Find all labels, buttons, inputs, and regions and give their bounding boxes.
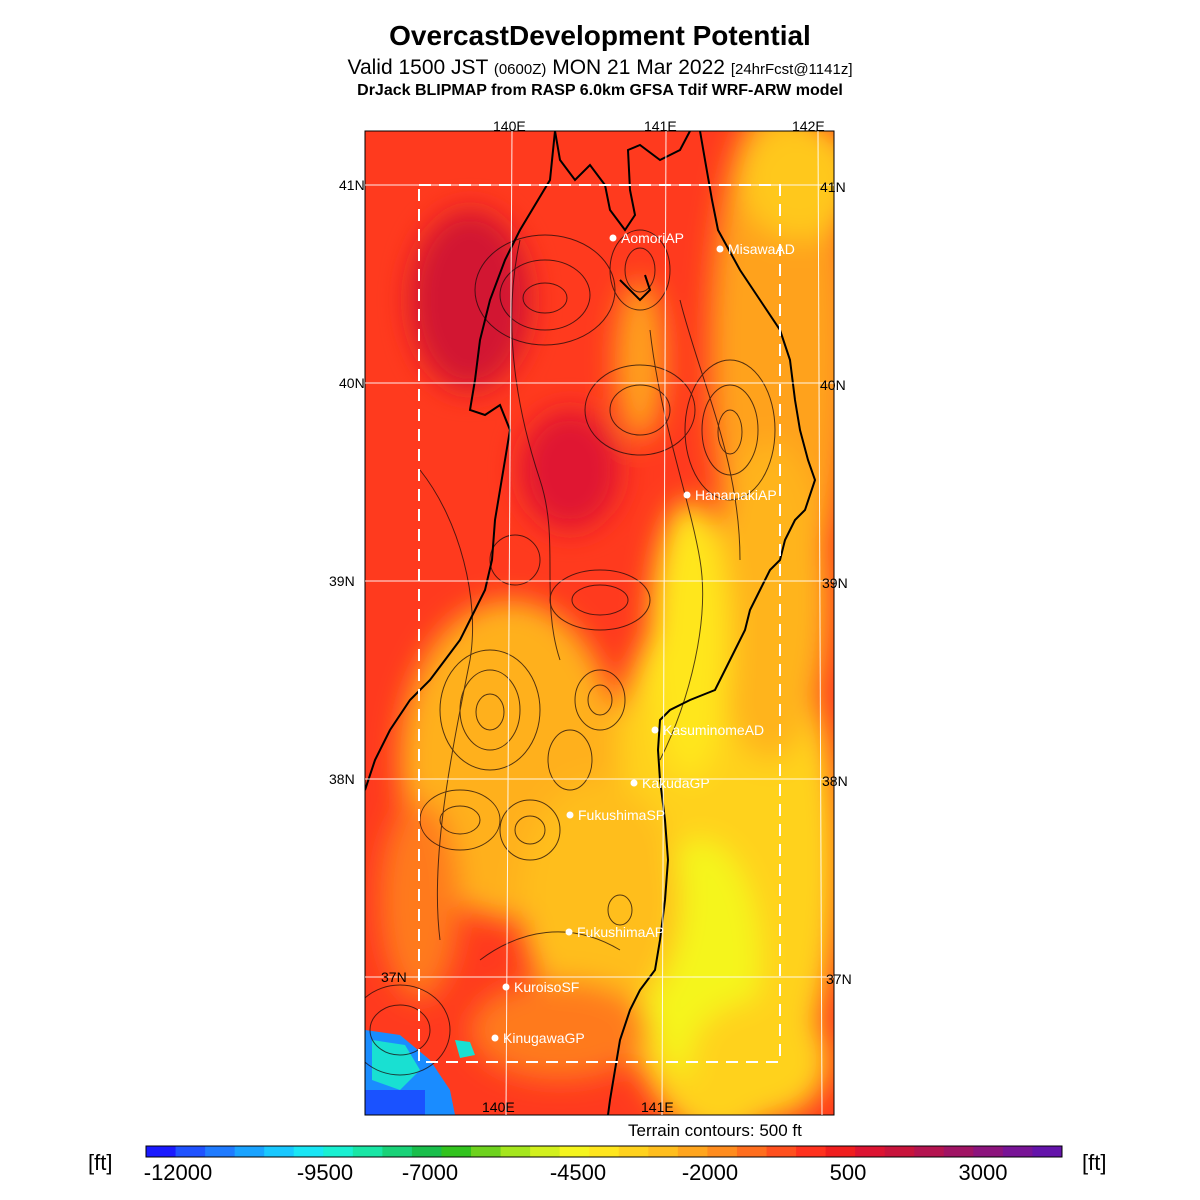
lat-label-right: 40N — [820, 377, 846, 393]
station-marker-kakuda — [630, 779, 638, 787]
coastline — [365, 131, 817, 1115]
station-label: KasuminomeAD — [663, 722, 764, 738]
colorbar-tick: -4500 — [549, 1160, 607, 1185]
lat-label-right: 37N — [826, 971, 852, 987]
colorbar-unit-left: [ft] — [88, 1150, 113, 1175]
axis-labels: 140E 141E 142E 140E 141E 41N 40N 39N 38N… — [329, 118, 852, 1115]
station-markers — [491, 234, 724, 1042]
field-cyan-area — [372, 1040, 420, 1090]
map-field — [365, 131, 834, 1115]
terrain-contours — [365, 229, 776, 1076]
valid-date: MON 21 Mar 2022 — [552, 56, 725, 79]
lon-label-top: 140E — [493, 118, 526, 134]
field-basin-yellow — [650, 500, 730, 780]
chart-title: OvercastDevelopment Potential — [389, 20, 811, 51]
lon-label-top: 142E — [792, 118, 825, 134]
colorbar-tick: -9500 — [296, 1160, 354, 1185]
station-label: HanamakiAP — [695, 487, 777, 503]
colorbar-tick: 500 — [829, 1160, 867, 1185]
station-label: FukushimaAP — [577, 924, 664, 940]
lat-label-right: 41N — [820, 179, 846, 195]
lat-label-left: 40N — [339, 375, 365, 391]
station-label: KinugawaGP — [503, 1030, 585, 1046]
zulu-time: (0600Z) — [493, 61, 547, 78]
chart-subtitle: Valid 1500 JST (0600Z) MON 21 Mar 2022 [… — [0, 56, 1200, 80]
field-cyan-spot — [455, 1040, 475, 1058]
station-marker-aomori — [609, 234, 617, 242]
colorbar-unit-right: [ft] — [1082, 1150, 1107, 1175]
station-marker-hanamaki — [683, 491, 691, 499]
field-deep-blue — [365, 1090, 425, 1115]
field-dark-red-2 — [520, 410, 620, 530]
station-labels: AomoriAP MisawaAD HanamakiAP KasuminomeA… — [503, 230, 795, 1046]
forecast-info: [24hrFcst@1141z] — [730, 61, 853, 78]
inner-domain-box — [418, 184, 781, 1063]
field-dark-red — [410, 210, 530, 390]
field-kinugawa — [470, 980, 650, 1080]
valid-time: Valid 1500 JST — [347, 56, 488, 79]
station-marker-kasuminome — [651, 726, 659, 734]
colorbar-tick: -12000 — [143, 1160, 213, 1185]
station-label: FukushimaSP — [578, 807, 665, 823]
field-south-coast — [690, 1000, 830, 1115]
lat-label-left: 41N — [339, 177, 365, 193]
lon-label-bottom: 140E — [482, 1099, 515, 1115]
station-label: KakudaGP — [642, 775, 710, 791]
station-label: KuroisoSF — [514, 979, 579, 995]
station-label: MisawaAD — [728, 241, 795, 257]
lat-label-left: 38N — [329, 771, 355, 787]
station-marker-kinugawa — [491, 1034, 499, 1042]
colorbar-tick: -7000 — [401, 1160, 459, 1185]
field-valley — [615, 280, 665, 440]
colorbar-tick: -2000 — [681, 1160, 739, 1185]
field-east-sea — [710, 440, 830, 760]
lon-label-top: 141E — [644, 118, 677, 134]
lat-label-left: 39N — [329, 573, 355, 589]
field-south-orange — [520, 780, 680, 1020]
lon-label-bottom: 141E — [641, 1099, 674, 1115]
colorbar-tick: 3000 — [958, 1160, 1008, 1185]
map-frame — [364, 130, 835, 1116]
station-marker-fukushima-sp — [566, 811, 574, 819]
station-label: AomoriAP — [621, 230, 684, 246]
lat-label-right: 38N — [822, 773, 848, 789]
lat-label-right: 39N — [822, 575, 848, 591]
station-marker-fukushima-ap — [565, 928, 573, 936]
lat-label-left: 37N — [381, 969, 407, 985]
terrain-note: Terrain contours: 500 ft — [628, 1121, 802, 1140]
station-marker-kuroiso — [502, 983, 510, 991]
station-marker-misawa — [716, 245, 724, 253]
model-source: DrJack BLIPMAP from RASP 6.0km GFSA Tdif… — [357, 82, 843, 99]
